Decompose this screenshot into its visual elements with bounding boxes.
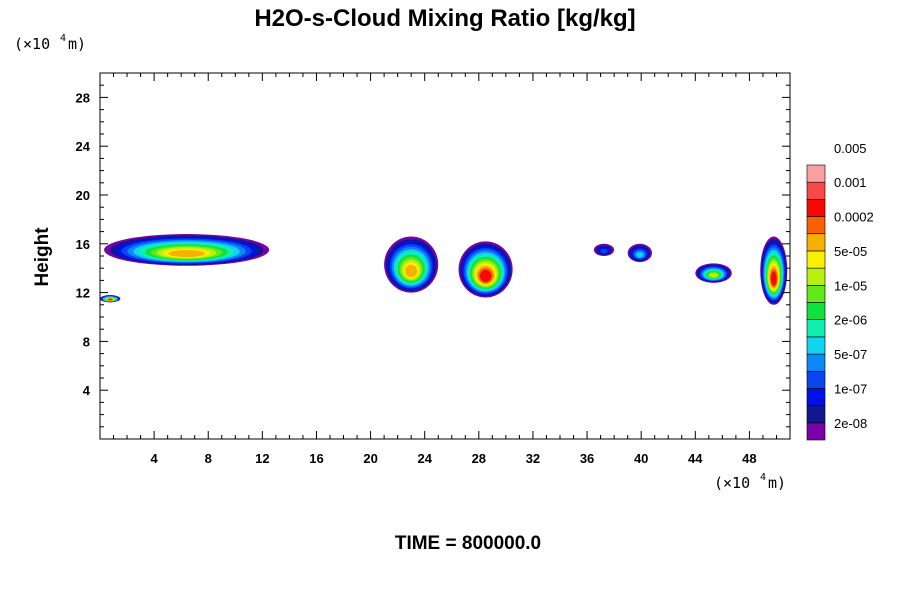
cloud-field bbox=[100, 234, 788, 305]
cloud-region bbox=[100, 295, 121, 303]
cloud-region bbox=[104, 234, 270, 266]
x-tick-label: 12 bbox=[255, 451, 269, 466]
y-tick-label: 4 bbox=[83, 383, 91, 398]
y-tick-label: 28 bbox=[76, 90, 90, 105]
colorbar-swatch bbox=[806, 285, 826, 303]
colorbar-swatch bbox=[806, 164, 826, 183]
cloud-contour bbox=[479, 270, 492, 282]
colorbar-swatch bbox=[806, 370, 826, 389]
cloud-region bbox=[760, 236, 788, 305]
colorbar-swatch bbox=[806, 388, 826, 406]
svg-text:(×10: (×10 bbox=[14, 35, 50, 53]
colorbar-swatch bbox=[806, 250, 826, 269]
cloud-region bbox=[458, 241, 513, 298]
x-tick-label: 44 bbox=[688, 451, 703, 466]
colorbar-label: 5e-07 bbox=[834, 347, 867, 362]
time-footer: TIME = 800000.0 bbox=[395, 533, 541, 554]
cloud-region bbox=[593, 243, 615, 256]
colorbar-swatch bbox=[806, 353, 826, 372]
y-unit-suffix: m) bbox=[68, 35, 86, 53]
colorbar-legend: 2e-08 1e-07 5e-07 2e-06 1e-05 5e-05 0.0002 0.00… bbox=[806, 141, 874, 441]
y-tick-label: 20 bbox=[76, 188, 90, 203]
x-tick-label: 8 bbox=[205, 451, 212, 466]
colorbar-label: 2e-06 bbox=[834, 313, 867, 328]
y-tick-label: 12 bbox=[76, 286, 90, 301]
colorbar-swatch bbox=[806, 216, 826, 235]
colorbar-swatch bbox=[806, 405, 826, 424]
cloud-region bbox=[627, 243, 653, 263]
x-tick-label: 24 bbox=[417, 451, 432, 466]
y-axis-label: Height bbox=[32, 227, 53, 287]
x-tick-label: 16 bbox=[309, 451, 323, 466]
colorbar-swatch bbox=[806, 233, 826, 252]
x-unit-exponent: 4 bbox=[760, 472, 766, 483]
x-tick-label: 20 bbox=[363, 451, 377, 466]
x-axis-ticks: 4 8 12 16 20 24 28 32 36 40 44 48 bbox=[113, 73, 777, 466]
y-axis-ticks: 4 8 12 16 20 24 28 bbox=[76, 84, 790, 428]
cloud-contour bbox=[636, 252, 644, 258]
svg-text:(×10: (×10 bbox=[714, 474, 750, 492]
x-tick-label: 36 bbox=[580, 451, 594, 466]
colorbar-swatch bbox=[806, 267, 826, 286]
colorbar-label: 0.001 bbox=[834, 175, 867, 190]
cloud-contour bbox=[405, 264, 418, 278]
colorbar-label: 0.005 bbox=[834, 141, 867, 156]
y-tick-label: 8 bbox=[83, 334, 90, 349]
x-tick-label: 4 bbox=[151, 451, 159, 466]
colorbar-label: 1e-05 bbox=[834, 278, 867, 293]
colorbar-swatch bbox=[806, 302, 826, 320]
x-axis-unit: (×10 4 m) bbox=[714, 472, 786, 492]
cloud-region bbox=[384, 236, 439, 293]
cloud-contour bbox=[600, 248, 608, 254]
colorbar-label: 0.0002 bbox=[834, 210, 874, 225]
y-axis-unit: (×10 4 m) bbox=[14, 33, 86, 53]
y-unit-prefix: (×10 bbox=[14, 35, 50, 53]
y-tick-label: 16 bbox=[76, 237, 90, 252]
cloud-contour bbox=[168, 250, 205, 258]
x-unit-prefix: (×10 bbox=[714, 474, 750, 492]
x-tick-label: 40 bbox=[634, 451, 648, 466]
cloud-contour bbox=[709, 272, 718, 278]
y-unit-exponent: 4 bbox=[60, 33, 66, 44]
chart-title: H2O-s-Cloud Mixing Ratio [kg/kg] bbox=[254, 5, 635, 32]
colorbar-swatch bbox=[806, 199, 826, 217]
colorbar-swatch bbox=[806, 181, 826, 200]
colorbar-swatch bbox=[806, 319, 826, 338]
x-unit-suffix: m) bbox=[768, 474, 786, 492]
cloud-contour bbox=[108, 298, 113, 301]
colorbar-swatch bbox=[806, 422, 826, 441]
y-tick-label: 24 bbox=[76, 139, 91, 154]
colorbar-label: 2e-08 bbox=[834, 416, 867, 431]
colorbar-swatch bbox=[806, 336, 826, 355]
colorbar-label: 5e-05 bbox=[834, 244, 867, 259]
cloud-contour bbox=[770, 271, 777, 286]
colorbar-label: 1e-07 bbox=[834, 381, 867, 396]
x-tick-label: 32 bbox=[526, 451, 540, 466]
x-tick-label: 48 bbox=[742, 451, 756, 466]
x-tick-label: 28 bbox=[472, 451, 486, 466]
cloud-region bbox=[695, 263, 732, 283]
